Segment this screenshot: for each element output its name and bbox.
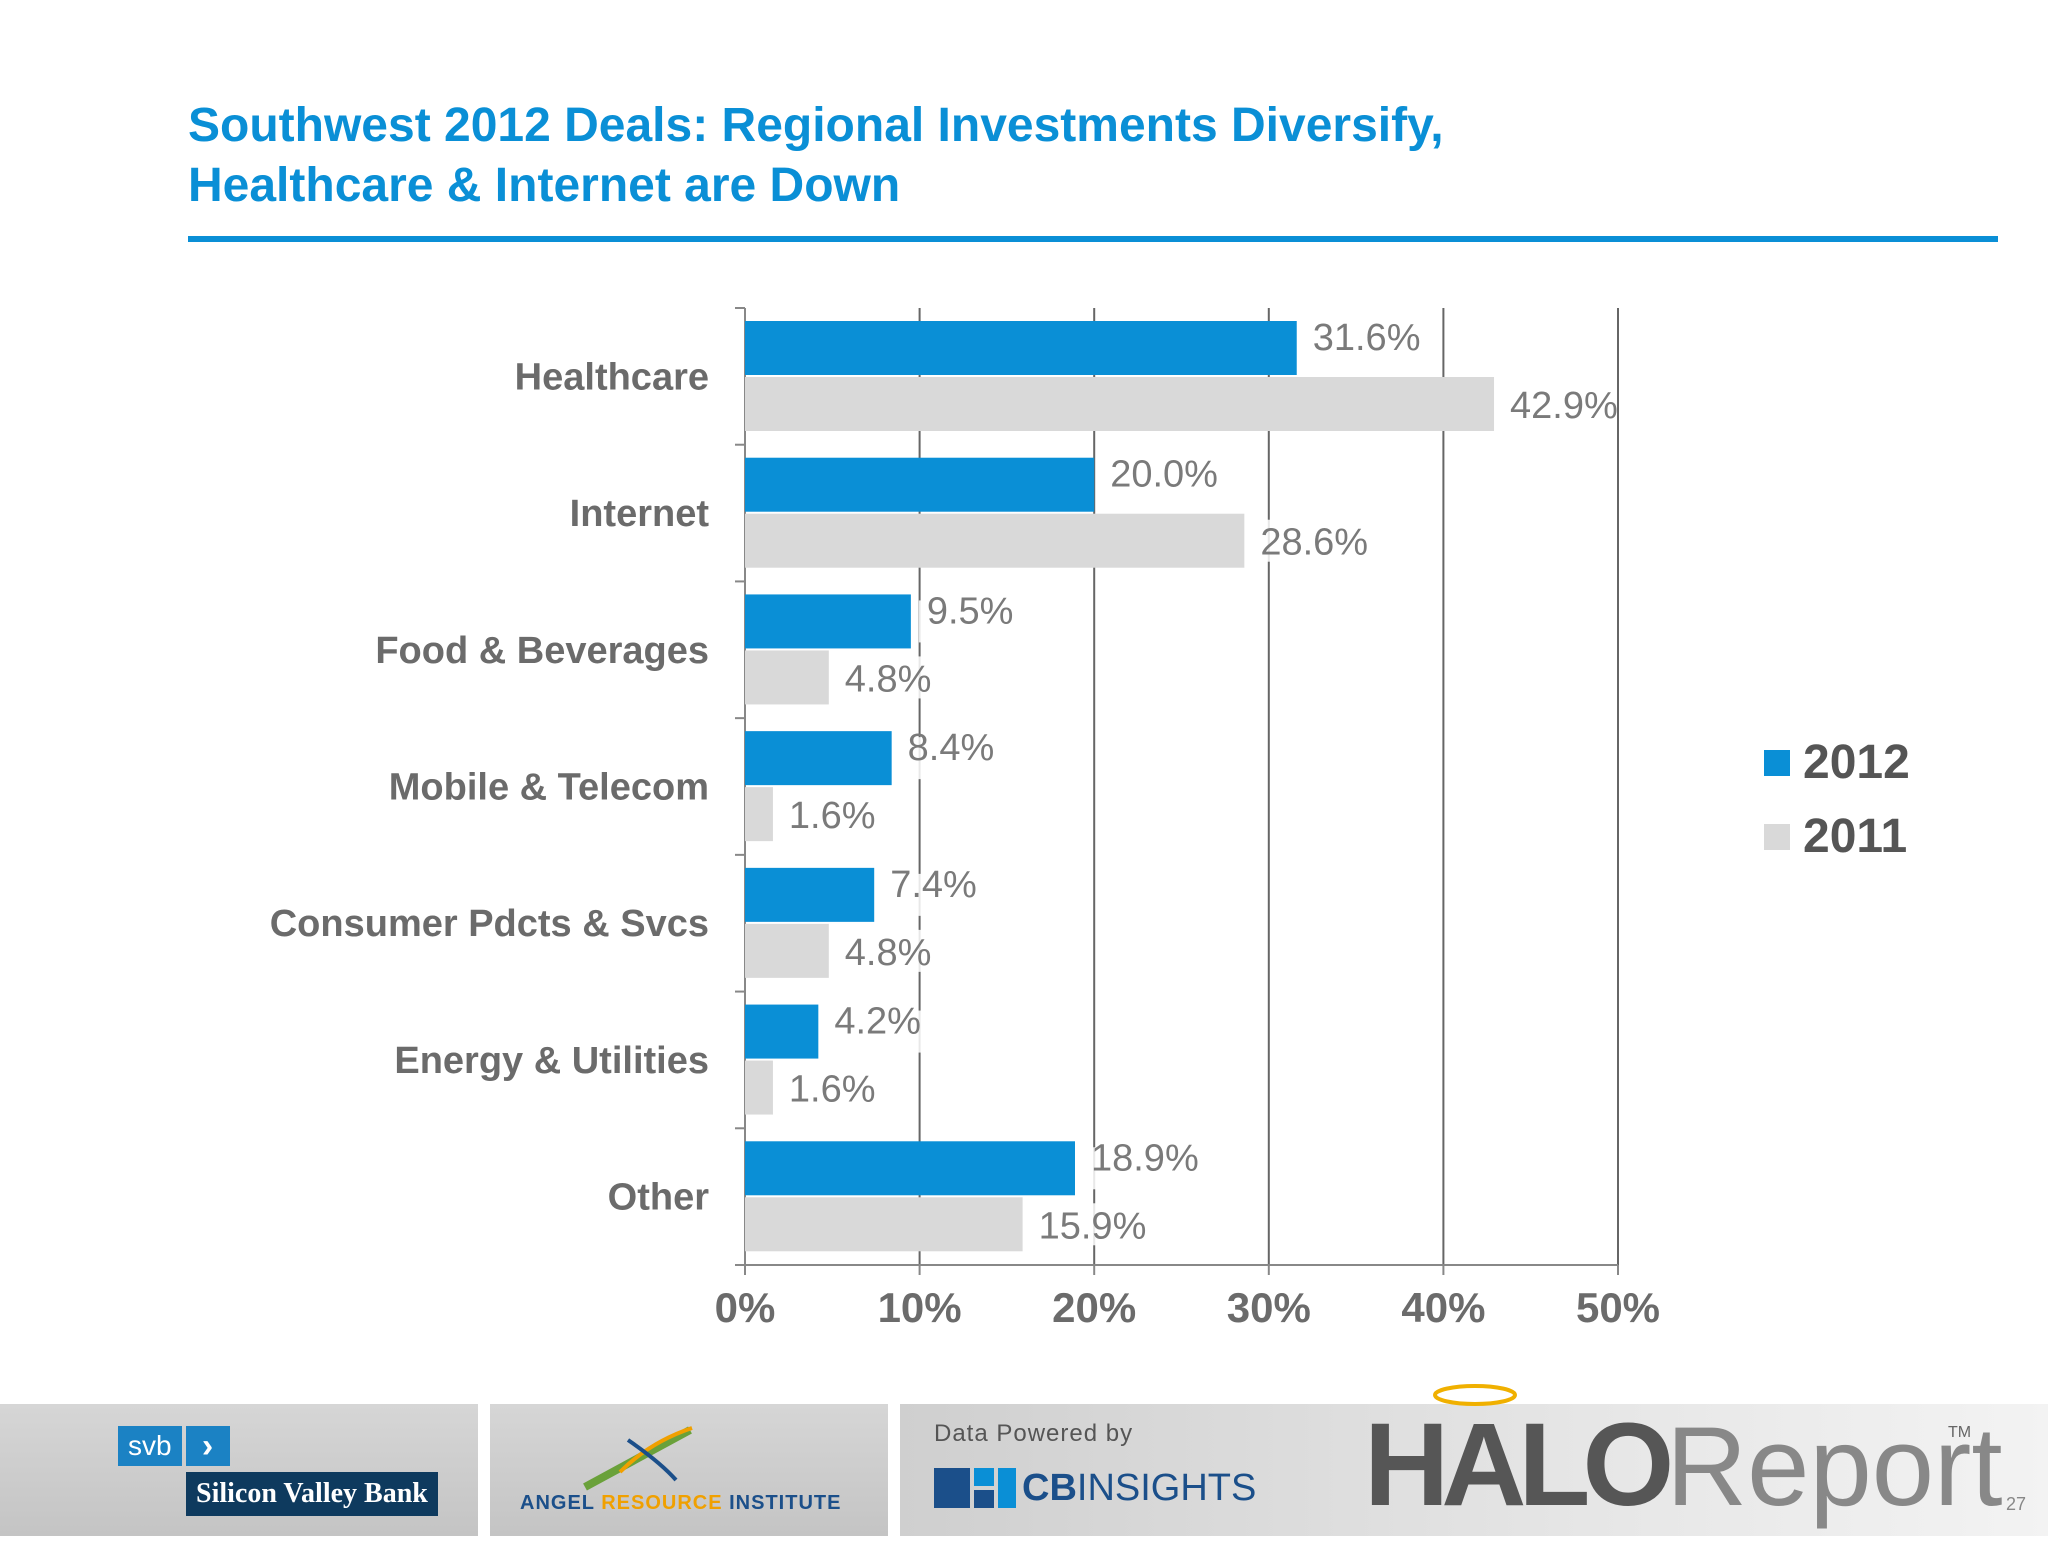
data-label: 4.2%: [834, 1001, 921, 1043]
title-divider: [188, 236, 1998, 242]
data-label-bg: [1252, 519, 1365, 562]
data-label-bg: [1030, 1203, 1143, 1246]
bar-2012: [745, 457, 1095, 512]
x-tick-label: 20%: [1052, 1284, 1136, 1331]
ari-panel: ANGEL RESOURCE INSTITUTE: [490, 1404, 888, 1536]
data-label-bg: [1082, 1147, 1195, 1190]
cb-insights-logo: CBINSIGHTS: [1022, 1460, 1256, 1516]
bar-2011: [745, 1197, 1023, 1252]
bar-2012: [745, 1141, 1075, 1196]
cb-bold: CB: [1022, 1467, 1077, 1509]
data-label: 4.8%: [845, 658, 932, 700]
data-label-bg: [1304, 327, 1417, 369]
bar-chart: 0% 10% 20% 30% 40% 50% Healthcare 31.6% 42.9% Int…: [270, 307, 1910, 1331]
category-label: Other: [608, 1177, 710, 1219]
data-label-bg: [780, 1066, 893, 1109]
legend-swatch-2012: [1764, 750, 1790, 776]
cb-insights-icon: [934, 1468, 1016, 1508]
bar-2011: [745, 377, 1495, 431]
data-label-bg: [780, 793, 893, 836]
category-label: Mobile & Telecom: [389, 767, 709, 809]
category-label: Energy & Utilities: [394, 1040, 709, 1082]
bar-2012: [745, 731, 892, 786]
ari-name: ANGEL RESOURCE INSTITUTE: [520, 1492, 841, 1515]
data-label: 18.9%: [1091, 1137, 1199, 1179]
halo-rest: Report: [1666, 1404, 2003, 1529]
category-label: Consumer Pdcts & Svcs: [270, 903, 709, 945]
bar-2011: [745, 650, 829, 705]
ari-airplane-icon: [583, 1426, 693, 1491]
svb-short: svb: [118, 1426, 182, 1466]
bar-2011: [745, 787, 773, 842]
ari-word-3: INSTITUTE: [722, 1492, 842, 1514]
svb-panel: svb › Silicon Valley Bank: [0, 1404, 478, 1536]
data-label: 8.4%: [908, 727, 995, 769]
bar-2012: [745, 1004, 819, 1059]
data-label-bg: [826, 1010, 939, 1053]
halo-report-logo: HALOReport: [1364, 1390, 2002, 1542]
halo-ring-icon: [1433, 1384, 1517, 1406]
bar-2011: [745, 1060, 773, 1115]
data-label-bg: [918, 600, 1031, 643]
ari-word-1: ANGEL: [520, 1492, 602, 1514]
data-label: 15.9%: [1039, 1205, 1147, 1247]
svb-name: Silicon Valley Bank: [186, 1472, 438, 1516]
legend-label: 2012: [1803, 736, 1910, 789]
slide-title-line1: Southwest 2012 Deals: Regional Investmen…: [188, 99, 1444, 152]
page-number: 27: [2006, 1494, 2027, 1514]
x-tick-label: 10%: [878, 1284, 962, 1331]
ari-word-2: RESOURCE: [601, 1492, 723, 1514]
data-label-bg: [1502, 383, 1615, 425]
data-label: 31.6%: [1313, 317, 1421, 359]
data-label-bg: [836, 656, 949, 699]
legend-swatch-2011: [1764, 824, 1790, 850]
data-powered-by: Data Powered by: [934, 1420, 1134, 1447]
category-label: Healthcare: [515, 356, 709, 398]
data-label-bg: [882, 873, 995, 916]
data-label: 42.9%: [1510, 385, 1618, 427]
data-label-bg: [899, 737, 1012, 780]
bar-2011: [745, 923, 829, 978]
chevron-right-icon: ›: [185, 1426, 230, 1466]
footer-logos: svb › Silicon Valley Bank ANGEL RESOURCE…: [0, 1384, 2048, 1536]
x-tick-label: 40%: [1401, 1284, 1485, 1331]
bar-2012: [745, 867, 875, 922]
cb-rest: INSIGHTS: [1076, 1467, 1257, 1509]
bar-2012: [745, 594, 911, 649]
bar-2011: [745, 513, 1245, 568]
trademark: TM: [1948, 1424, 1972, 1441]
data-label: 7.4%: [890, 864, 977, 906]
slide-title-line2: Healthcare & Internet are Down: [188, 159, 901, 212]
cb-halo-panel: Data Powered by CBINSIGHTS HALOReport TM: [900, 1384, 2048, 1536]
data-label-bg: [836, 929, 949, 972]
x-tick-label: 30%: [1227, 1284, 1311, 1331]
data-label: 1.6%: [789, 795, 876, 837]
slide-title: Southwest 2012 Deals: Regional Investmen…: [188, 96, 1988, 216]
category-label: Food & Beverages: [375, 630, 709, 672]
bar-2012: [745, 321, 1297, 375]
data-label: 28.6%: [1260, 522, 1368, 564]
x-tick-label: 0%: [715, 1284, 776, 1331]
category-label: Internet: [570, 493, 710, 535]
x-tick-label: 50%: [1576, 1284, 1660, 1331]
svb-logo: svb ›: [118, 1426, 230, 1466]
data-label-bg: [1102, 463, 1215, 506]
data-label: 20.0%: [1110, 454, 1218, 496]
data-label: 9.5%: [927, 590, 1014, 632]
data-label: 1.6%: [789, 1069, 876, 1111]
halo-bold: HALO: [1364, 1399, 1674, 1531]
legend-label: 2011: [1803, 810, 1907, 863]
data-label: 4.8%: [845, 932, 932, 974]
